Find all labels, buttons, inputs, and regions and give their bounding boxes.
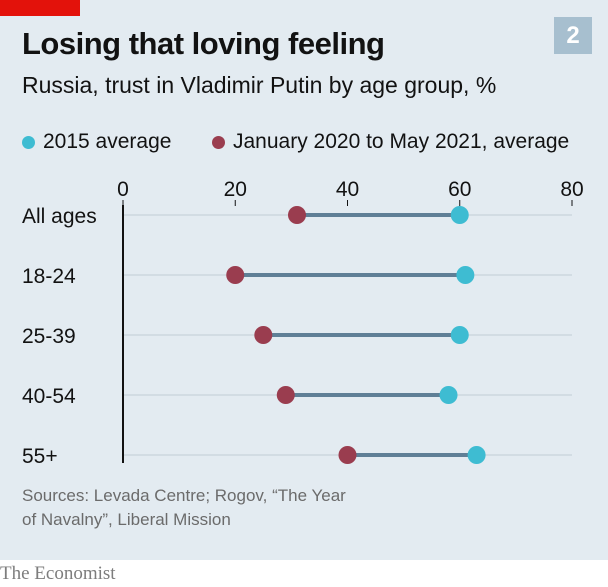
- category-label: 40-54: [22, 385, 76, 408]
- x-tick-label: 20: [224, 178, 247, 201]
- x-tick-label: 60: [448, 178, 471, 201]
- economist-red-tag: [0, 0, 80, 16]
- dumbbell-chart: 0 20 40 60 80 All ages 18-24 25-39 40-54 55+: [22, 178, 584, 468]
- chart-subtitle: Russia, trust in Vladimir Putin by age g…: [22, 72, 497, 98]
- x-tick-label: 0: [117, 178, 129, 201]
- point-2020-2021: [287, 206, 306, 224]
- legend-label-2020: January 2020 to May 2021, average: [233, 130, 570, 153]
- point-2020-2021: [254, 326, 273, 344]
- point-2015: [450, 206, 469, 224]
- point-2020-2021: [276, 386, 295, 404]
- point-2020-2021: [226, 266, 245, 284]
- legend-dot-2020: [212, 135, 225, 149]
- category-label: All ages: [22, 205, 97, 228]
- x-tick-label: 40: [336, 178, 359, 201]
- category-label: 18-24: [22, 265, 76, 288]
- point-2015: [467, 446, 486, 464]
- source-line-1: Sources: Levada Centre; Rogov, “The Year: [22, 486, 346, 505]
- source-note: Sources: Levada Centre; Rogov, “The Year…: [22, 484, 442, 532]
- point-2020-2021: [338, 446, 357, 464]
- chart-number-badge: 2: [554, 17, 592, 54]
- point-2015: [456, 266, 475, 284]
- legend-item-2020: January 2020 to May 2021, average: [212, 130, 569, 154]
- legend-label-2015: 2015 average: [43, 130, 172, 153]
- point-2015: [450, 326, 469, 344]
- x-tick-label: 80: [560, 178, 583, 201]
- point-2015: [439, 386, 458, 404]
- source-line-2: of Navalny”, Liberal Mission: [22, 510, 231, 529]
- category-label: 55+: [22, 445, 58, 468]
- brand-wordmark: The Economist: [0, 563, 116, 584]
- legend-dot-2015: [22, 135, 35, 149]
- chart-title: Losing that loving feeling: [22, 26, 385, 61]
- category-label: 25-39: [22, 325, 76, 348]
- chart-panel: [0, 0, 608, 560]
- legend-item-2015: 2015 average: [22, 130, 171, 154]
